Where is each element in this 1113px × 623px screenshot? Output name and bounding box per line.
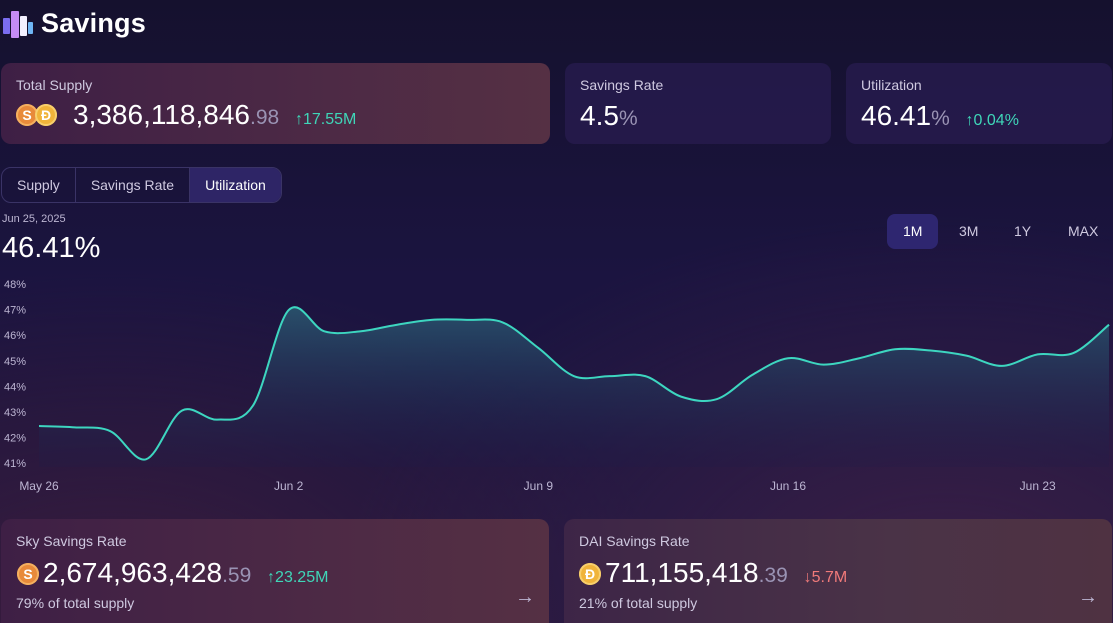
sky-savings-value: 2,674,963,428.59 ↑23.25M — [43, 557, 328, 589]
chart-point[interactable] — [999, 363, 1005, 369]
utilization-card: Utilization 46.41% ↑0.04% — [846, 63, 1112, 144]
top-bar: Savings — [0, 0, 1113, 48]
chart-line — [38, 306, 1110, 461]
total-supply-int: 3,386,118,846 — [73, 99, 250, 130]
chart-point[interactable] — [821, 362, 827, 368]
y-tick-label: 46% — [4, 330, 26, 342]
y-tick-label: 43% — [4, 407, 26, 419]
sky-savings-arrow-icon[interactable]: → — [515, 586, 535, 608]
chart-point[interactable] — [72, 424, 78, 430]
dai-savings-card[interactable]: DAI Savings Rate Đ 711,155,418.39 ↓5.7M … — [564, 519, 1112, 623]
utilization-unit: % — [931, 107, 950, 130]
logo-icon — [3, 11, 33, 38]
range-1m-button[interactable]: 1M — [887, 214, 939, 249]
chart-area — [39, 307, 1109, 467]
range-max-button[interactable]: MAX — [1068, 223, 1099, 239]
total-supply-label: Total Supply — [16, 77, 93, 93]
chart-point[interactable] — [963, 353, 969, 359]
sky-savings-card[interactable]: Sky Savings Rate S 2,674,963,428.59 ↑23.… — [1, 519, 549, 623]
y-tick-label: 41% — [4, 458, 26, 470]
chart-point[interactable] — [214, 417, 220, 423]
chart-current-value: 46.41% — [2, 232, 101, 264]
chart-point[interactable] — [928, 348, 934, 354]
sky-savings-label: Sky Savings Rate — [16, 533, 127, 549]
total-supply-dec: .98 — [249, 106, 280, 129]
x-tick-label: Jun 16 — [770, 479, 806, 493]
sky-savings-int: 2,674,963,428 — [43, 557, 223, 588]
x-tick-label: May 26 — [19, 479, 59, 493]
dai-savings-value: 711,155,418.39 ↓5.7M — [605, 557, 847, 589]
chart-point[interactable] — [749, 372, 755, 378]
sky-coin-icon: S — [17, 563, 39, 585]
chart-point[interactable] — [428, 317, 434, 323]
chart-tabs: Supply Savings Rate Utilization — [1, 167, 282, 203]
total-supply-value: 3,386,118,846.98 ↑17.55M — [73, 99, 356, 131]
coin-stack: S Đ — [16, 103, 60, 129]
chart-point[interactable] — [286, 307, 292, 313]
chart-point[interactable] — [714, 396, 720, 402]
chart-point[interactable] — [1070, 350, 1076, 356]
chart-point[interactable] — [357, 328, 363, 334]
sky-coin-icon: S — [16, 104, 38, 126]
savings-rate-card: Savings Rate 4.5% — [565, 63, 831, 144]
utilization-value: 46.41% ↑0.04% — [861, 100, 1019, 132]
y-tick-label: 44% — [4, 381, 26, 393]
savings-rate-value: 4.5% — [580, 100, 638, 132]
tab-utilization[interactable]: Utilization — [190, 168, 281, 202]
chart-point[interactable] — [464, 317, 470, 323]
chart-point[interactable] — [1035, 351, 1041, 357]
dai-savings-delta: ↓5.7M — [803, 569, 848, 586]
range-1y-button[interactable]: 1Y — [1014, 223, 1032, 239]
chart-point[interactable] — [250, 403, 256, 409]
tab-supply[interactable]: Supply — [2, 168, 76, 202]
dai-savings-label: DAI Savings Rate — [579, 533, 690, 549]
savings-rate-label: Savings Rate — [580, 77, 664, 93]
savings-rate-number: 4.5 — [580, 100, 619, 131]
dai-savings-arrow-icon[interactable]: → — [1078, 586, 1098, 608]
sky-savings-dec: .59 — [222, 564, 252, 587]
x-tick-label: Jun 23 — [1020, 479, 1056, 493]
dai-savings-dec: .39 — [758, 564, 788, 587]
utilization-number: 46.41 — [861, 100, 932, 131]
chart-point[interactable] — [321, 328, 327, 334]
chart-point[interactable] — [143, 456, 149, 462]
x-tick-label: Jun 9 — [524, 479, 554, 493]
chart-point[interactable] — [678, 394, 684, 400]
utilization-delta: ↑0.04% — [965, 112, 1019, 129]
chart-point[interactable] — [571, 373, 577, 379]
dai-coin-icon: Đ — [35, 104, 57, 126]
chart-point[interactable] — [535, 345, 541, 351]
tab-savings-rate[interactable]: Savings Rate — [76, 168, 191, 202]
chart-point[interactable] — [642, 373, 648, 379]
y-tick-label: 42% — [4, 433, 26, 445]
chart-point[interactable] — [856, 355, 862, 361]
chart-point[interactable] — [500, 319, 506, 325]
chart-point[interactable] — [607, 373, 613, 379]
savings-rate-unit: % — [618, 107, 638, 130]
page-title: Savings — [41, 8, 146, 38]
utilization-chart: 48% 47% 46% 45% 44% 43% 42% 41% May 26 Jun 2 Jun … — [4, 279, 1112, 493]
chart-point[interactable] — [179, 408, 185, 414]
x-tick-label: Jun 2 — [274, 479, 304, 493]
y-tick-label: 48% — [4, 279, 26, 291]
total-supply-card: Total Supply S Đ 3,386,118,846.98 ↑17.55… — [1, 63, 550, 144]
chart-point[interactable] — [892, 346, 898, 352]
range-3m-button[interactable]: 3M — [959, 223, 979, 239]
dai-coin-icon: Đ — [579, 563, 601, 585]
chart-point[interactable] — [785, 355, 791, 361]
utilization-label: Utilization — [861, 77, 922, 93]
sky-savings-share: 79% of total supply — [16, 595, 135, 611]
dai-savings-int: 711,155,418 — [605, 557, 759, 588]
dai-savings-share: 21% of total supply — [579, 595, 698, 611]
y-tick-label: 45% — [4, 356, 26, 368]
sky-savings-delta: ↑23.25M — [267, 569, 329, 586]
chart-point[interactable] — [1106, 322, 1112, 328]
y-tick-label: 47% — [4, 305, 26, 317]
chart-point[interactable] — [107, 428, 113, 434]
chart-point[interactable] — [393, 322, 399, 328]
chart-date: Jun 25, 2025 — [2, 213, 66, 225]
total-supply-delta: ↑17.55M — [294, 111, 357, 128]
chart-point[interactable] — [36, 423, 42, 429]
